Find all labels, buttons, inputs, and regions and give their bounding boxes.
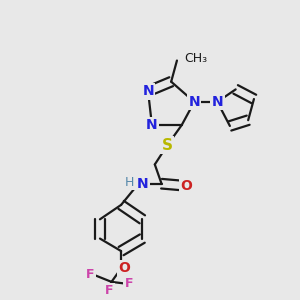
Text: S: S <box>162 138 173 153</box>
Text: F: F <box>124 277 133 290</box>
Text: CH₃: CH₃ <box>184 52 208 65</box>
Text: N: N <box>188 95 200 109</box>
Text: N: N <box>146 118 158 132</box>
Text: O: O <box>181 178 193 193</box>
Text: O: O <box>118 261 130 275</box>
Text: H: H <box>125 176 134 189</box>
Text: N: N <box>142 84 154 98</box>
Text: N: N <box>212 95 223 109</box>
Text: N: N <box>136 177 148 191</box>
Text: F: F <box>86 268 94 281</box>
Text: F: F <box>105 284 114 297</box>
